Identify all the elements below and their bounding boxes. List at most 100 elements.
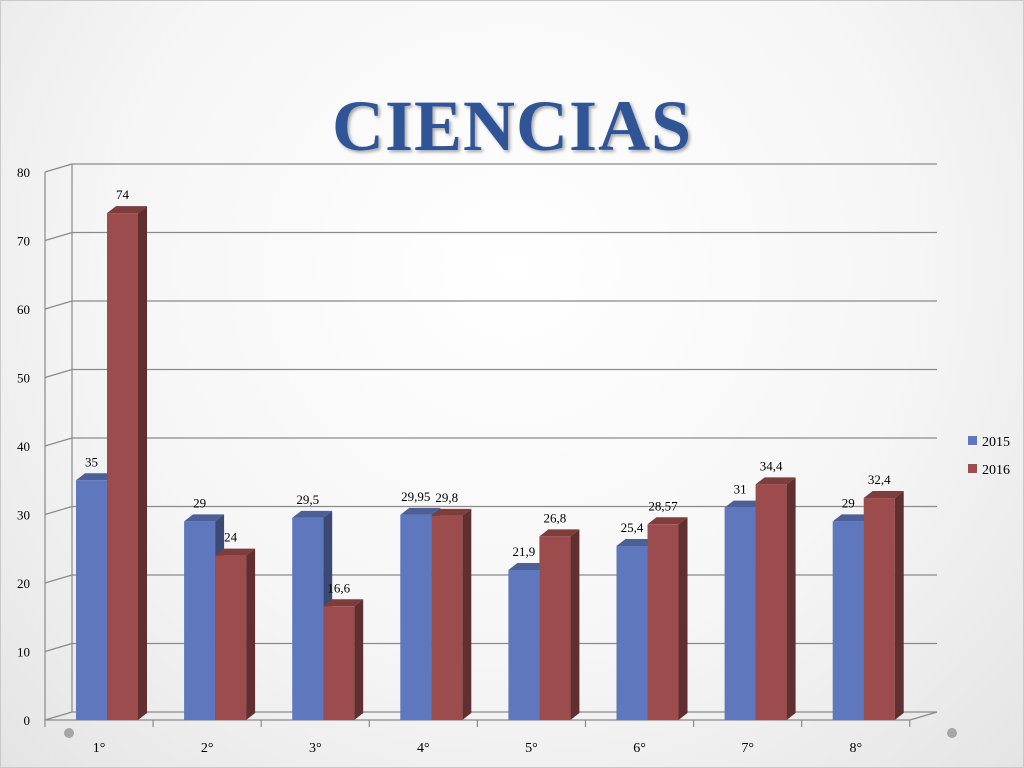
- floor-right-edge: [909, 711, 938, 721]
- bar-front: [508, 569, 540, 720]
- bar-top: [400, 507, 441, 515]
- bar-top: [107, 206, 147, 214]
- legend-swatch-2016: [968, 464, 977, 473]
- bar-top: [508, 562, 549, 570]
- data-label: 21,9: [513, 544, 536, 559]
- data-label: 32,4: [868, 472, 891, 487]
- y-tick-label: 50: [17, 371, 30, 386]
- bar-front: [323, 606, 355, 720]
- x-tick-label: 8°: [849, 741, 862, 756]
- bar-top: [215, 548, 256, 556]
- bar-front: [184, 521, 216, 720]
- gridline-depth: [44, 437, 73, 447]
- data-label: 26,8: [544, 510, 567, 525]
- bar-top: [184, 514, 225, 522]
- y-tick-label: 20: [17, 576, 30, 591]
- bar-front: [724, 507, 756, 720]
- bar-side: [138, 206, 147, 721]
- gridline-depth: [44, 231, 73, 242]
- y-tick-label: 30: [17, 508, 30, 523]
- bar-side: [570, 529, 580, 720]
- bar-top: [647, 517, 688, 525]
- bar-top: [832, 514, 873, 522]
- bar-2016: [431, 508, 472, 720]
- x-tick-label: 6°: [633, 741, 646, 756]
- bar-front: [539, 536, 571, 720]
- bar-2016: [323, 599, 364, 720]
- bar-front: [215, 555, 247, 720]
- gridline-depth: [44, 711, 73, 721]
- bar-2016: [539, 529, 580, 720]
- bar-top: [616, 539, 657, 547]
- gridline-depth: [44, 505, 73, 516]
- gridline-depth: [44, 574, 73, 584]
- bar-top: [292, 510, 333, 518]
- gridline-depth: [44, 163, 73, 173]
- bar-top: [431, 508, 472, 516]
- slide-dot-right: [947, 728, 957, 738]
- data-label: 29: [842, 495, 855, 510]
- bar-front: [616, 546, 648, 720]
- bar-front: [431, 515, 463, 720]
- data-label: 74: [116, 187, 130, 202]
- bar-2016: [107, 206, 147, 721]
- bar-2016: [647, 517, 688, 720]
- y-tick-label: 10: [17, 645, 30, 660]
- slide-title: CIENCIAS: [331, 86, 693, 166]
- bar-2016: [863, 491, 904, 720]
- y-tick-label: 40: [17, 439, 30, 454]
- gridline-depth: [44, 300, 73, 310]
- bar-front: [292, 517, 324, 720]
- y-tick-label: 0: [24, 713, 31, 728]
- y-tick-label: 60: [17, 302, 30, 317]
- data-label: 24: [224, 530, 238, 545]
- bar-front: [647, 524, 679, 720]
- bar-front: [76, 480, 107, 720]
- bar-2016: [755, 477, 796, 720]
- bar-top: [539, 529, 580, 537]
- gridline-depth: [44, 642, 73, 653]
- data-label: 29,8: [435, 490, 458, 505]
- y-tick-label: 70: [17, 234, 30, 249]
- data-label: 29,5: [296, 492, 319, 507]
- x-tick-label: 4°: [417, 741, 430, 756]
- legend-label-2015: 2015: [982, 435, 1010, 450]
- bar-front: [400, 514, 432, 720]
- bar-front: [755, 484, 787, 720]
- bar-top: [724, 500, 765, 508]
- bar-side: [894, 491, 904, 720]
- slide-dot-left: [64, 728, 74, 738]
- bar-top: [323, 599, 364, 607]
- bar-side: [246, 548, 256, 720]
- bar-front: [107, 213, 138, 720]
- data-label: 16,6: [327, 580, 350, 595]
- bar-top: [76, 473, 116, 481]
- x-tick-label: 7°: [741, 741, 754, 756]
- legend-swatch-2015: [968, 436, 977, 445]
- data-label: 31: [734, 482, 747, 497]
- bar-top: [755, 477, 796, 485]
- data-label: 29: [193, 495, 206, 510]
- data-label: 35: [85, 454, 98, 469]
- x-tick-label: 2°: [201, 741, 214, 756]
- bar-2016: [215, 548, 256, 720]
- legend-label-2016: 2016: [982, 463, 1010, 478]
- data-label: 28,57: [648, 498, 678, 513]
- y-tick-label: 80: [17, 165, 30, 180]
- bar-2015: [292, 510, 333, 720]
- bar-top: [863, 491, 904, 499]
- bar-side: [462, 508, 472, 720]
- data-label: 29,95: [401, 489, 430, 504]
- gridline-depth: [44, 368, 73, 379]
- bar-side: [678, 517, 688, 720]
- bar-front: [832, 521, 864, 720]
- bar-front: [863, 498, 895, 720]
- x-tick-label: 3°: [309, 741, 322, 756]
- data-label: 25,4: [621, 520, 644, 535]
- x-tick-label: 1°: [93, 741, 106, 756]
- bar-side: [786, 477, 796, 720]
- x-tick-label: 5°: [525, 741, 538, 756]
- data-label: 34,4: [760, 458, 783, 473]
- bar-side: [354, 599, 364, 720]
